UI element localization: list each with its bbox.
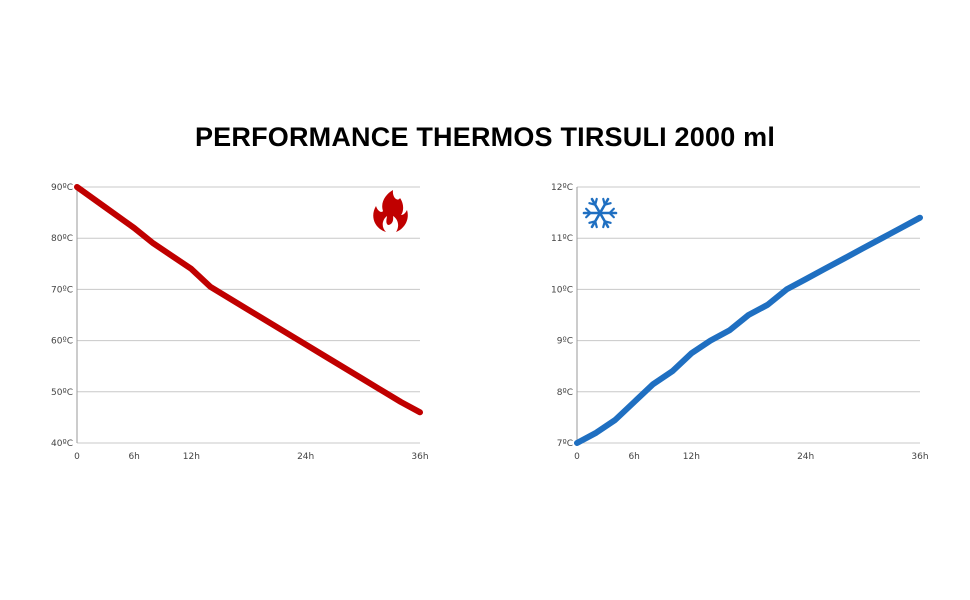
- y-tick-label: 11ºC: [551, 234, 573, 244]
- y-tick-label: 60ºC: [51, 337, 73, 347]
- x-tick-label: 12h: [183, 452, 200, 462]
- fire-icon: [373, 190, 408, 232]
- y-tick-label: 10ºC: [551, 285, 573, 295]
- series-line: [574, 214, 923, 446]
- y-tick-label: 40ºC: [51, 439, 73, 449]
- y-tick-label: 7ºC: [557, 439, 573, 449]
- x-tick-label: 24h: [297, 452, 314, 462]
- y-tick-label: 50ºC: [51, 388, 73, 398]
- snowflake-icon: [582, 197, 618, 229]
- y-tick-label: 70ºC: [51, 285, 73, 295]
- cold-temperature-chart: 12ºC 11ºC 10ºC 9ºC 8ºC 7ºC 0 6h 12h 24h 36h: [522, 178, 952, 468]
- x-tick-label: 0: [574, 452, 580, 462]
- y-tick-label: 12ºC: [551, 183, 573, 193]
- y-tick-label: 90ºC: [51, 183, 73, 193]
- page-title: PERFORMANCE THERMOS TIRSULI 2000 ml: [194, 122, 776, 152]
- x-tick-label: 36h: [411, 452, 428, 462]
- x-tick-label: 6h: [628, 452, 639, 462]
- hot-temperature-chart: 90ºC 80ºC 70ºC 60ºC 50ºC 40ºC 0 6h 12h 24h 36h: [22, 178, 452, 468]
- y-tick-label: 8ºC: [557, 388, 573, 398]
- x-tick-label: 12h: [683, 452, 700, 462]
- x-tick-label: 36h: [911, 452, 928, 462]
- x-tick-label: 6h: [128, 452, 139, 462]
- series-line: [74, 184, 423, 416]
- x-tick-label: 24h: [797, 452, 814, 462]
- y-tick-label: 80ºC: [51, 234, 73, 244]
- y-tick-label: 9ºC: [557, 337, 573, 347]
- x-tick-label: 0: [74, 452, 80, 462]
